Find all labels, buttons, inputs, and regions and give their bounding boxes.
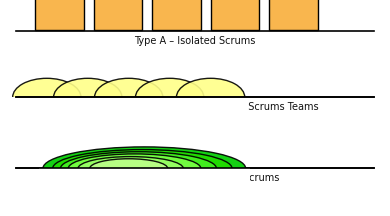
Text: Type C – Totally Integrated Scrums: Type C – Totally Integrated Scrums [111,173,279,183]
Text: Type A – Isolated Scrums: Type A – Isolated Scrums [134,36,256,46]
Ellipse shape [78,157,183,180]
Bar [49,168,236,192]
Bar [93,97,165,118]
Bar [86,168,172,183]
Bar [211,0,259,30]
Bar [175,97,247,118]
Ellipse shape [68,154,201,183]
Ellipse shape [90,159,168,178]
Ellipse shape [136,78,204,116]
Ellipse shape [54,78,122,116]
Ellipse shape [60,152,216,185]
Bar [74,168,187,185]
Bar [35,0,84,30]
Bar [64,168,205,187]
Ellipse shape [12,78,81,116]
Ellipse shape [177,78,245,116]
Text: Type B – Scrum of Scrums Overlaps Scrums Teams: Type B – Scrum of Scrums Overlaps Scrums… [72,102,318,111]
Ellipse shape [95,78,163,116]
Bar [11,97,83,118]
Bar [94,0,142,30]
Ellipse shape [53,149,232,187]
Bar [57,168,220,190]
Bar [152,0,201,30]
Bar [51,97,124,118]
Bar [133,97,206,118]
Bar [269,0,318,30]
Bar [39,168,250,194]
Ellipse shape [43,147,246,190]
